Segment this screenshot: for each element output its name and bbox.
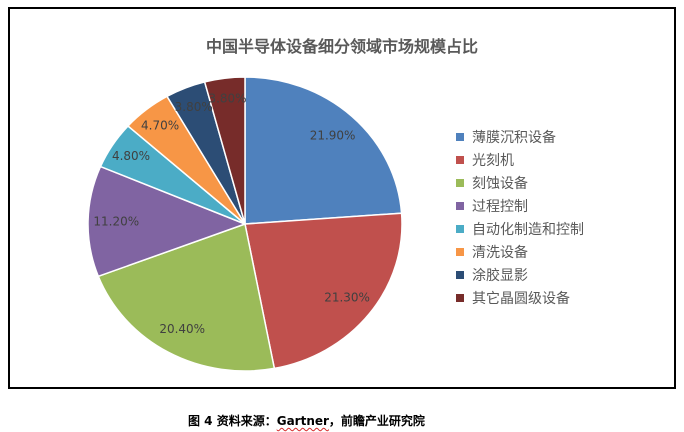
data-label-2: 21.30% xyxy=(324,290,370,304)
legend-item-1: 薄膜沉积设备 xyxy=(456,125,656,148)
legend-label-6: 清洗设备 xyxy=(472,244,528,261)
data-label-3: 20.40% xyxy=(159,322,205,336)
data-label-6: 4.70% xyxy=(141,119,179,133)
legend-item-3: 刻蚀设备 xyxy=(456,171,656,194)
pie-slice-2 xyxy=(244,212,403,370)
legend-label-4: 过程控制 xyxy=(472,198,528,215)
legend-label-3: 刻蚀设备 xyxy=(472,175,528,192)
legend-item-5: 自动化制造和控制 xyxy=(456,217,656,240)
data-label-7: 3.80% xyxy=(175,100,213,114)
data-label-5: 4.80% xyxy=(112,149,150,163)
legend-swatch-7 xyxy=(456,270,464,279)
pie-slice-4 xyxy=(87,165,248,278)
caption-source: Gartner xyxy=(276,414,329,428)
legend-label-1: 薄膜沉积设备 xyxy=(472,129,556,146)
legend-item-2: 光刻机 xyxy=(456,148,656,171)
data-label-4: 11.20% xyxy=(93,215,139,229)
chart-title: 中国半导体设备细分领域市场规模占比 xyxy=(205,37,478,56)
caption-suffix: ，前瞻产业研究院 xyxy=(328,414,425,428)
pie-slice-1 xyxy=(244,76,403,225)
legend-label-8: 其它晶圆级设备 xyxy=(472,290,570,307)
legend-swatch-2 xyxy=(456,155,464,164)
data-label-1: 21.90% xyxy=(310,129,356,143)
data-label-8: 3.80% xyxy=(208,92,246,106)
legend-swatch-4 xyxy=(456,201,464,210)
legend-item-4: 过程控制 xyxy=(456,194,656,217)
legend-swatch-6 xyxy=(456,247,464,256)
legend-swatch-8 xyxy=(456,293,464,302)
legend-item-6: 清洗设备 xyxy=(456,240,656,263)
legend-label-2: 光刻机 xyxy=(472,152,514,169)
legend: 薄膜沉积设备 光刻机刻蚀设备过程控制自动化制造和控制 清洗设备涂胶显影其它晶圆级设备 xyxy=(456,125,656,309)
legend-label-5: 自动化制造和控制 xyxy=(472,221,584,238)
legend-item-7: 涂胶显影 xyxy=(456,263,656,286)
legend-swatch-5 xyxy=(456,224,464,233)
caption-prefix: 图 4 资料来源： xyxy=(188,414,277,428)
legend-swatch-1 xyxy=(456,132,464,141)
pie-data-labels: 21.90% 21.30% 20.40% 11.20% 4.80% 4.70% 3.80%3… xyxy=(93,92,370,337)
legend-item-8: 其它晶圆级设备 xyxy=(456,286,656,309)
legend-label-7: 涂胶显影 xyxy=(472,267,528,284)
figure-caption: 图 4 资料来源：Gartner，前瞻产业研究院 xyxy=(188,412,425,429)
pie-slices xyxy=(87,76,403,372)
legend-swatch-3 xyxy=(456,178,464,187)
pie-slice-8 xyxy=(203,76,246,225)
